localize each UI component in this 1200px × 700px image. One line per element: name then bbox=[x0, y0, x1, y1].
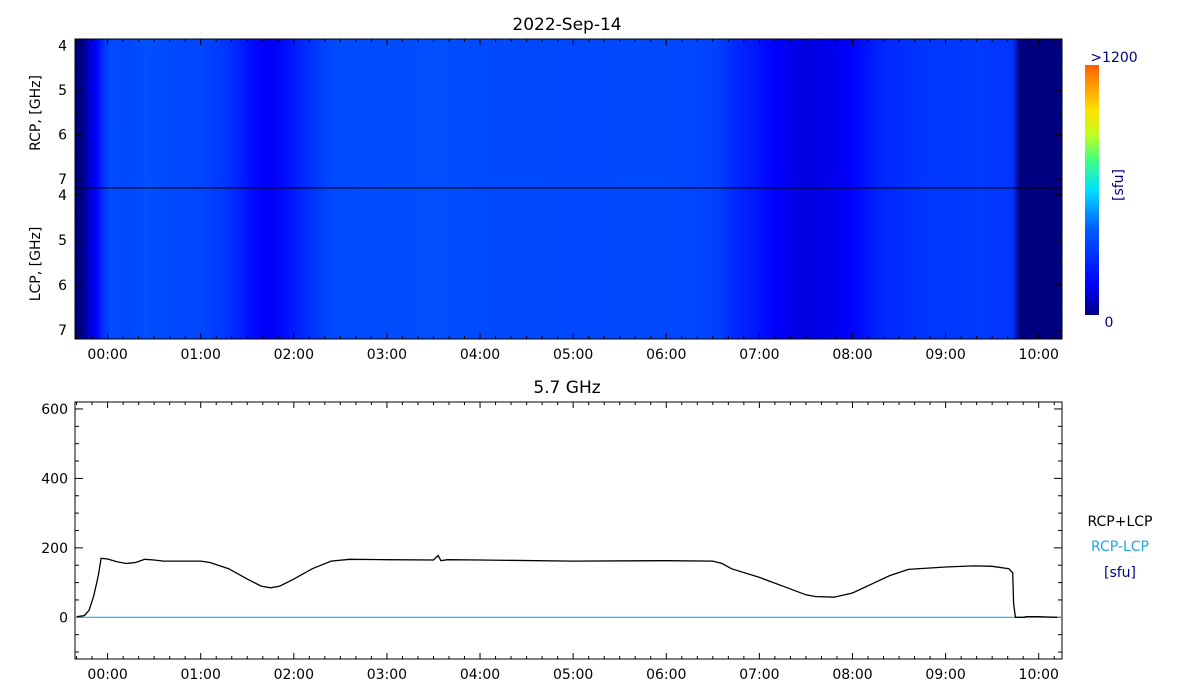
lineplot-xtick-label: 09:00 bbox=[925, 667, 965, 683]
lcp-frame bbox=[74, 187, 1063, 340]
spectrogram-xtick-label: 10:00 bbox=[1019, 347, 1059, 363]
lcp-ytick-label: 7 bbox=[58, 323, 67, 339]
rcp-ytick-label: 6 bbox=[58, 128, 67, 144]
legend-unit: [sfu] bbox=[1104, 565, 1136, 581]
spectrogram-xtick-label: 02:00 bbox=[274, 347, 314, 363]
lineplot-xtick-label: 05:00 bbox=[553, 667, 593, 683]
lineplot-ytick-label: 400 bbox=[41, 471, 68, 487]
lcp-ylabel: LCP, [GHz] bbox=[28, 227, 44, 302]
colorbar-min-label: 0 bbox=[1105, 315, 1114, 331]
lcp-ytick-label: 6 bbox=[58, 278, 67, 294]
lineplot-xtick-label: 00:00 bbox=[87, 667, 127, 683]
spectrogram-xtick-label: 08:00 bbox=[832, 347, 872, 363]
rcp-spectrogram-panel: 4 5 6 7 bbox=[58, 38, 1063, 189]
colorbar bbox=[1085, 65, 1099, 315]
lcp-spectrogram-panel: 4 5 6 7 bbox=[58, 187, 1063, 340]
lineplot-xtick-label: 10:00 bbox=[1019, 667, 1059, 683]
lineplot-title: 5.7 GHz bbox=[533, 378, 600, 398]
spectrogram-xtick-label: 06:00 bbox=[646, 347, 686, 363]
spectrogram-xtick-label: 07:00 bbox=[739, 347, 779, 363]
spectrogram-title: 2022-Sep-14 bbox=[512, 15, 621, 35]
spectrogram-xtick-label: 09:00 bbox=[925, 347, 965, 363]
spectrogram-xtick-label: 05:00 bbox=[553, 347, 593, 363]
colorbar-max-label: >1200 bbox=[1090, 50, 1137, 66]
spectrogram-xtick-label: 00:00 bbox=[87, 347, 127, 363]
legend-rcp-minus-lcp: RCP-LCP bbox=[1091, 539, 1149, 555]
rcp-ytick-label: 5 bbox=[58, 83, 67, 99]
lineplot-xtick-label: 06:00 bbox=[646, 667, 686, 683]
lineplot-ytick-label: 200 bbox=[41, 541, 68, 557]
lineplot-xtick-label: 07:00 bbox=[739, 667, 779, 683]
lineplot-frame bbox=[74, 401, 1063, 660]
lineplot-xtick-label: 01:00 bbox=[181, 667, 221, 683]
spectrogram-x-axis: 00:00 01:00 02:00 03:00 04:00 05:00 06:00 07:00… bbox=[76, 39, 1059, 363]
lineplot-xtick-label: 03:00 bbox=[367, 667, 407, 683]
lcp-ytick-label: 4 bbox=[58, 188, 67, 204]
colorbar-unit-label: [sfu] bbox=[1111, 169, 1127, 201]
spectrogram-xtick-label: 03:00 bbox=[367, 347, 407, 363]
rcp-spectrogram-image bbox=[75, 39, 1062, 188]
spectrogram-xtick-label: 01:00 bbox=[181, 347, 221, 363]
lineplot-xtick-label: 08:00 bbox=[832, 667, 872, 683]
lineplot-ytick-label: 0 bbox=[59, 610, 68, 626]
lcp-ytick-label: 5 bbox=[58, 233, 67, 249]
rcp-ytick-label: 4 bbox=[58, 39, 67, 55]
series-rcp-plus-lcp-line bbox=[76, 554, 1058, 618]
lineplot-xtick-label: 04:00 bbox=[460, 667, 500, 683]
legend-rcp-plus-lcp: RCP+LCP bbox=[1088, 514, 1153, 530]
lineplot-xtick-label: 02:00 bbox=[274, 667, 314, 683]
spectrogram-xtick-label: 04:00 bbox=[460, 347, 500, 363]
lineplot-ytick-label: 600 bbox=[41, 402, 68, 418]
lcp-spectrogram-image bbox=[75, 188, 1062, 339]
lineplot-panel: 00:00 01:00 02:00 03:00 04:00 05:00 06:00 07:00… bbox=[41, 401, 1063, 683]
rcp-ytick-label: 7 bbox=[58, 172, 67, 188]
rcp-ylabel: RCP, [GHz] bbox=[28, 75, 44, 151]
